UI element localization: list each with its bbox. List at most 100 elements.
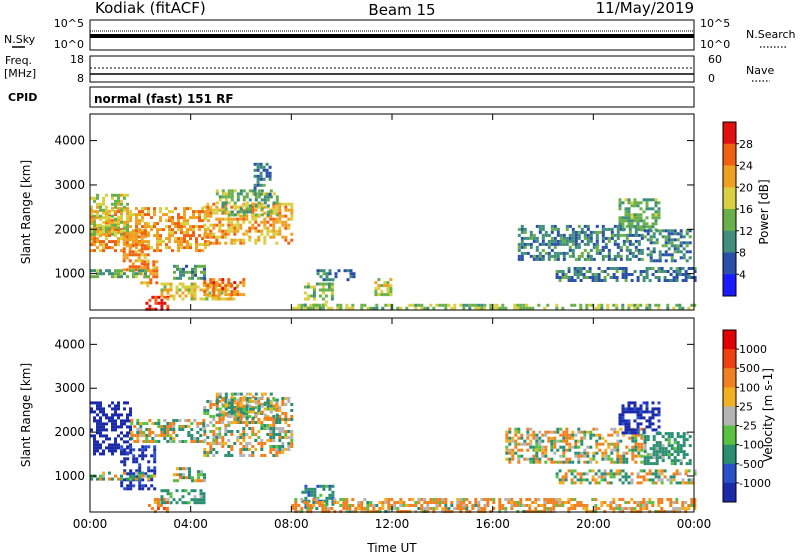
nave-tick-top: 60 [708, 53, 722, 66]
cpid-text: normal (fast) 151 RF [94, 92, 234, 106]
x-tick-label: 20:00 [576, 517, 611, 531]
y-tick-label: 4000 [54, 134, 85, 148]
x-tick-label: 16:00 [475, 517, 510, 531]
cpid-panel: CPID normal (fast) 151 RF [8, 86, 695, 108]
nave-tick-bottom: 0 [708, 72, 715, 85]
colorbar-tick-label: 500 [739, 362, 760, 375]
colorbar-tick-label: 25 [739, 400, 753, 413]
colorbar-swatch [723, 406, 736, 427]
velocity-colorbar: 1000 500 100 25 -25 -100 -500 -1000 [722, 329, 771, 503]
noise-right-tick-top: 10^5 [700, 17, 730, 30]
freq-frame [89, 55, 695, 83]
data-region [374, 278, 393, 297]
data-region [253, 162, 272, 196]
y-tick-label: 3000 [54, 178, 85, 192]
nave-label: Nave [746, 64, 774, 77]
colorbar-swatch [723, 143, 736, 166]
colorbar-tick-label: -100 [739, 439, 764, 452]
colorbar-swatch [723, 368, 736, 388]
velocity-axes: 00:00 04:00 08:00 12:00 16:00 20:00 00:00 1000 2… [54, 318, 711, 531]
data-region [173, 264, 206, 280]
data-region [90, 193, 129, 236]
data-region [90, 471, 156, 481]
colorbar-swatch [723, 122, 736, 145]
nsearch-label: N.Search [746, 28, 796, 41]
velocity-frame [89, 317, 695, 513]
data-region [173, 467, 206, 483]
colorbar-tick-label: 12 [739, 225, 753, 238]
noise-right-tick-bottom: 10^0 [700, 38, 730, 51]
colorbar-swatch [723, 230, 736, 253]
data-region [517, 224, 644, 261]
power-heatmap [90, 162, 697, 311]
data-region [291, 498, 697, 513]
velocity-colorbar-label: Velocity [m s-1] [761, 368, 775, 462]
data-region [147, 498, 169, 513]
power-ylabel: Slant Range [km] [19, 160, 33, 264]
colorbar-tick-label: 20 [739, 181, 753, 194]
freq-panel: 18 8 60 0 Freq. [MHz] Nave [4, 53, 774, 85]
colorbar-swatch [723, 330, 736, 350]
x-tick-label: 08:00 [274, 517, 309, 531]
velocity-ylabel: Slant Range [km] [19, 363, 33, 467]
data-region [122, 229, 150, 272]
data-region [291, 303, 697, 310]
x-tick-label: 00:00 [677, 517, 712, 531]
y-tick-label: 1000 [54, 469, 85, 483]
data-region [90, 269, 150, 279]
x-tick-label: 04:00 [173, 517, 208, 531]
noise-panel: 10^5 10^0 10^5 10^0 N.Sky N.Search [4, 17, 796, 51]
data-region [120, 445, 157, 491]
colorbar-tick-label: 28 [739, 138, 753, 151]
y-tick-label: 1000 [54, 267, 85, 281]
data-region [145, 295, 170, 311]
colorbar-tick-label: 4 [739, 268, 746, 281]
y-tick-label: 3000 [54, 381, 85, 395]
power-panel: 1000 2000 3000 4000 Slant Range [km] 28 24 20… [19, 113, 771, 311]
radar-title: Kodiak (fitACF) [95, 0, 206, 17]
colorbar-tick-label: 1000 [739, 343, 767, 356]
colorbar-swatch [723, 482, 736, 503]
power-colorbar: 28 24 20 16 12 8 4 [722, 121, 753, 297]
colorbar-swatch [723, 349, 736, 369]
nsky-label: N.Sky [4, 33, 36, 46]
y-tick-label: 2000 [54, 425, 85, 439]
colorbar-swatch [723, 444, 736, 465]
colorbar-swatch [723, 463, 736, 484]
data-region [618, 198, 661, 232]
beam-title: Beam 15 [368, 1, 435, 19]
colorbar-swatch [723, 187, 736, 210]
colorbar-tick-label: -1000 [739, 477, 771, 490]
data-region [643, 229, 692, 263]
freq-unit-label: [MHz] [4, 67, 36, 80]
power-colorbar-label: Power [dB] [757, 179, 771, 244]
y-tick-label: 4000 [54, 337, 85, 351]
freq-label: Freq. [5, 54, 32, 67]
colorbar-tick-label: 16 [739, 203, 753, 216]
colorbar-swatch [723, 274, 736, 297]
power-axes: 1000 2000 3000 4000 [54, 114, 695, 310]
noise-left-tick-top: 10^5 [54, 17, 84, 30]
colorbar-tick-label: 100 [739, 381, 760, 394]
data-region [555, 267, 697, 282]
y-tick-label: 2000 [54, 222, 85, 236]
colorbar-swatch [723, 252, 736, 275]
freq-tick-bottom: 8 [77, 72, 84, 85]
velocity-heatmap [90, 392, 697, 513]
x-axis-label: Time UT [366, 541, 417, 554]
data-region [618, 401, 661, 435]
x-tick-label: 12:00 [375, 517, 410, 531]
colorbar-swatch [723, 425, 736, 446]
freq-tick-top: 18 [70, 53, 84, 66]
colorbar-tick-label: -500 [739, 458, 764, 471]
noise-sky-trace [90, 30, 694, 38]
colorbar-frame [722, 329, 737, 503]
data-region [643, 432, 692, 466]
cpid-label: CPID [8, 91, 37, 104]
data-region [316, 269, 356, 282]
date-title: 11/May/2019 [596, 0, 694, 17]
power-frame [89, 113, 695, 311]
data-region [555, 469, 697, 485]
x-tick-label: 00:00 [73, 517, 108, 531]
